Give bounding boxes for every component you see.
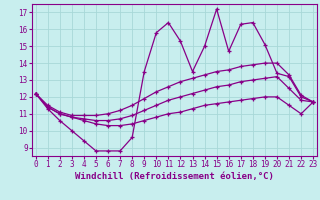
X-axis label: Windchill (Refroidissement éolien,°C): Windchill (Refroidissement éolien,°C) [75,172,274,181]
